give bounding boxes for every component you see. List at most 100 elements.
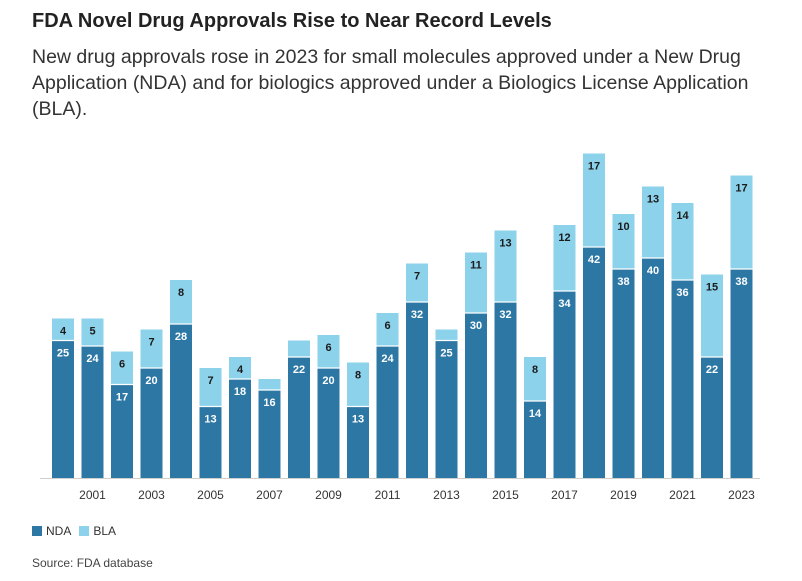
x-tick-label-2023: 2023 bbox=[728, 488, 755, 502]
label-bla-2009: 6 bbox=[325, 342, 331, 354]
label-bla-2006: 4 bbox=[237, 364, 244, 376]
label-nda-2015: 32 bbox=[499, 309, 511, 321]
bar-nda-2000 bbox=[52, 340, 74, 478]
bar-nda-2006 bbox=[229, 379, 251, 478]
bar-nda-2002 bbox=[111, 384, 133, 478]
label-bla-2023: 17 bbox=[735, 183, 747, 195]
label-bla-2021: 14 bbox=[676, 210, 689, 222]
bar-bla-2020 bbox=[642, 186, 664, 258]
legend-swatch-nda bbox=[32, 526, 42, 536]
bar-bla-2023 bbox=[730, 175, 753, 269]
bar-nda-2020 bbox=[642, 258, 664, 478]
bar-bla-2009 bbox=[317, 335, 340, 368]
label-nda-2023: 38 bbox=[735, 276, 747, 288]
label-bla-2016: 8 bbox=[532, 364, 538, 376]
bar-bla-2002 bbox=[111, 351, 133, 385]
label-nda-2010: 13 bbox=[352, 414, 364, 426]
bar-nda-2001 bbox=[81, 346, 104, 478]
bar-nda-2016 bbox=[524, 401, 546, 478]
x-tick-label-2003: 2003 bbox=[138, 488, 165, 502]
bar-nda-2003 bbox=[140, 368, 163, 478]
label-bla-2003: 7 bbox=[148, 337, 154, 349]
label-nda-2003: 20 bbox=[145, 375, 157, 387]
legend-label-bla: BLA bbox=[93, 524, 117, 538]
x-tick-label-2001: 2001 bbox=[79, 488, 106, 502]
x-tick-label-2009: 2009 bbox=[315, 488, 342, 502]
bar-nda-2012 bbox=[406, 302, 428, 478]
label-bla-2018: 17 bbox=[588, 161, 600, 173]
bar-bla-2012 bbox=[406, 263, 428, 302]
bar-bla-2014 bbox=[465, 252, 487, 313]
bar-nda-2017 bbox=[553, 291, 576, 478]
legend: NDA BLA bbox=[32, 524, 124, 538]
label-nda-2022: 22 bbox=[706, 364, 718, 376]
bar-bla-2008 bbox=[288, 340, 310, 357]
label-bla-2011: 6 bbox=[384, 320, 390, 332]
bar-bla-2003 bbox=[140, 329, 163, 368]
chart-subtitle: New drug approvals rose in 2023 for smal… bbox=[32, 46, 749, 120]
label-nda-2007: 16 bbox=[263, 397, 275, 409]
bar-bla-2021 bbox=[671, 203, 694, 280]
bar-nda-2013 bbox=[435, 340, 458, 478]
label-bla-2020: 13 bbox=[647, 194, 659, 206]
bar-nda-2005 bbox=[199, 406, 222, 478]
chart-title: FDA Novel Drug Approvals Rise to Near Re… bbox=[32, 10, 552, 32]
label-bla-2000: 4 bbox=[60, 326, 67, 338]
label-nda-2014: 30 bbox=[470, 320, 482, 332]
bar-nda-2010 bbox=[347, 406, 369, 478]
x-tick-label-2021: 2021 bbox=[669, 488, 696, 502]
bar-nda-2009 bbox=[317, 368, 340, 478]
label-nda-2012: 32 bbox=[411, 309, 423, 321]
label-bla-2014: 11 bbox=[470, 260, 482, 272]
bar-nda-2004 bbox=[170, 324, 192, 478]
x-tick-label-2015: 2015 bbox=[492, 488, 519, 502]
bar-bla-2010 bbox=[347, 362, 369, 407]
label-bla-2001: 5 bbox=[89, 326, 95, 338]
label-nda-2018: 42 bbox=[588, 254, 600, 266]
label-bla-2005: 7 bbox=[207, 375, 213, 387]
bar-bla-2001 bbox=[81, 318, 104, 346]
bar-nda-2019 bbox=[612, 269, 635, 478]
label-bla-2015: 13 bbox=[499, 238, 511, 250]
bar-nda-2011 bbox=[376, 346, 399, 478]
legend-item-bla: BLA bbox=[79, 524, 116, 538]
label-nda-2021: 36 bbox=[676, 287, 688, 299]
x-tick-label-2007: 2007 bbox=[256, 488, 283, 502]
label-nda-2020: 40 bbox=[647, 265, 659, 277]
label-nda-2005: 13 bbox=[204, 414, 216, 426]
bar-nda-2021 bbox=[671, 280, 694, 478]
legend-item-nda: NDA bbox=[32, 524, 71, 538]
bar-nda-2015 bbox=[494, 302, 517, 478]
bar-bla-2022 bbox=[701, 274, 723, 357]
label-bla-2019: 10 bbox=[617, 221, 629, 233]
label-nda-2004: 28 bbox=[175, 331, 187, 343]
bar-bla-2011 bbox=[376, 313, 399, 346]
label-nda-2011: 24 bbox=[381, 353, 394, 365]
label-nda-2016: 14 bbox=[529, 408, 542, 420]
legend-swatch-bla bbox=[79, 526, 90, 536]
label-nda-2000: 25 bbox=[57, 348, 69, 360]
label-bla-2004: 8 bbox=[178, 287, 184, 299]
x-tick-label-2019: 2019 bbox=[610, 488, 637, 502]
bar-bla-2016 bbox=[524, 357, 546, 401]
label-nda-2006: 18 bbox=[234, 386, 246, 398]
bar-bla-2006 bbox=[229, 357, 251, 379]
label-bla-2002: 6 bbox=[119, 359, 125, 371]
bar-bla-2000 bbox=[52, 318, 74, 341]
bar-nda-2014 bbox=[465, 313, 487, 478]
x-tick-label-2011: 2011 bbox=[375, 488, 401, 502]
label-bla-2012: 7 bbox=[414, 271, 420, 283]
label-nda-2013: 25 bbox=[440, 348, 452, 360]
legend-label-nda: NDA bbox=[46, 524, 72, 538]
bar-bla-2017 bbox=[553, 225, 576, 291]
bar-bla-2007 bbox=[258, 379, 281, 390]
x-tick-label-2013: 2013 bbox=[433, 488, 460, 502]
label-bla-2017: 12 bbox=[558, 232, 570, 244]
label-nda-2001: 24 bbox=[86, 353, 99, 365]
bar-bla-2004 bbox=[170, 280, 192, 324]
bar-nda-2023 bbox=[730, 269, 753, 478]
label-nda-2019: 38 bbox=[617, 276, 629, 288]
bar-nda-2022 bbox=[701, 357, 723, 478]
label-nda-2002: 17 bbox=[116, 392, 128, 404]
